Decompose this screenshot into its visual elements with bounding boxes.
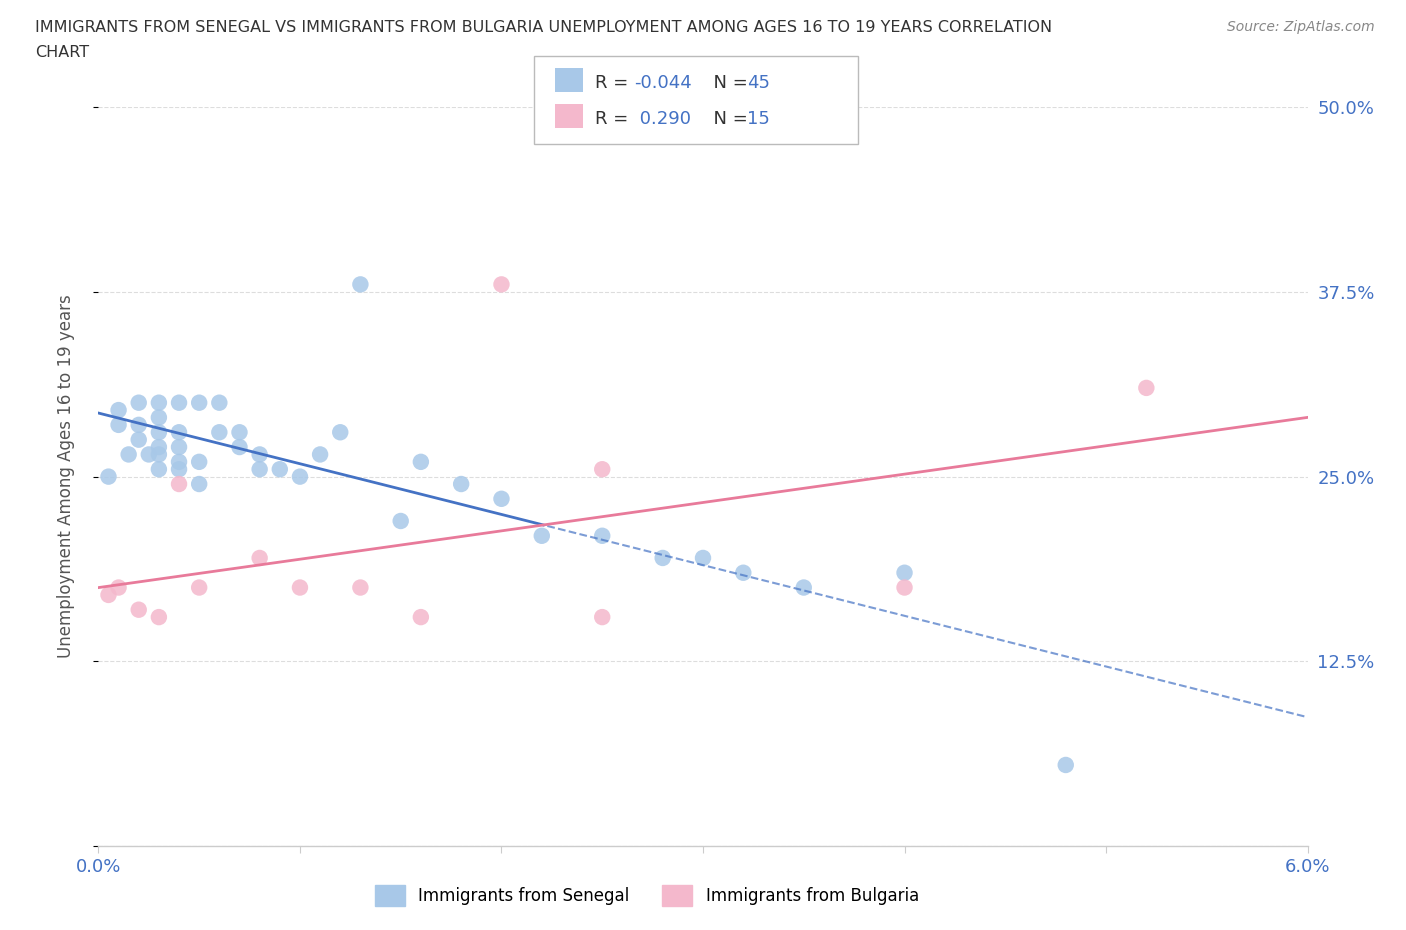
Point: [228, 425, 250, 440]
Point: [793, 580, 815, 595]
Point: [491, 491, 513, 506]
Point: [167, 455, 190, 470]
Text: R =: R =: [595, 110, 634, 128]
Point: [349, 580, 371, 595]
Text: IMMIGRANTS FROM SENEGAL VS IMMIGRANTS FROM BULGARIA UNEMPLOYMENT AMONG AGES 16 T: IMMIGRANTS FROM SENEGAL VS IMMIGRANTS FR…: [35, 20, 1052, 35]
Point: [1135, 380, 1157, 395]
Point: [148, 410, 170, 425]
Point: [249, 551, 271, 565]
Point: [148, 425, 170, 440]
Point: [148, 610, 170, 625]
Point: [107, 403, 129, 418]
Point: [208, 425, 231, 440]
Point: [409, 610, 432, 625]
Point: [128, 432, 150, 447]
Text: -0.044: -0.044: [634, 73, 692, 91]
Point: [409, 455, 432, 470]
Point: [188, 395, 211, 410]
Point: [491, 277, 513, 292]
Point: [249, 447, 271, 462]
Point: [692, 551, 714, 565]
Point: [249, 462, 271, 477]
Text: N =: N =: [702, 110, 754, 128]
Point: [167, 476, 190, 491]
Text: Source: ZipAtlas.com: Source: ZipAtlas.com: [1227, 20, 1375, 34]
Point: [128, 395, 150, 410]
Text: 0.290: 0.290: [634, 110, 692, 128]
Legend: Immigrants from Senegal, Immigrants from Bulgaria: Immigrants from Senegal, Immigrants from…: [368, 879, 925, 912]
Point: [269, 462, 291, 477]
Point: [97, 469, 120, 484]
Point: [228, 440, 250, 455]
Point: [309, 447, 332, 462]
Point: [107, 418, 129, 432]
Point: [288, 469, 311, 484]
Point: [167, 395, 190, 410]
Point: [591, 528, 613, 543]
Point: [128, 603, 150, 618]
Point: [148, 440, 170, 455]
Point: [148, 462, 170, 477]
Point: [167, 462, 190, 477]
Point: [1054, 758, 1077, 773]
Text: R =: R =: [595, 73, 634, 91]
Point: [733, 565, 755, 580]
Point: [591, 462, 613, 477]
Point: [893, 565, 915, 580]
Point: [138, 447, 160, 462]
Point: [349, 277, 371, 292]
Point: [651, 551, 673, 565]
Text: N =: N =: [702, 73, 754, 91]
Point: [893, 580, 915, 595]
Point: [208, 395, 231, 410]
Point: [450, 476, 472, 491]
Point: [591, 610, 613, 625]
Point: [128, 418, 150, 432]
Text: 15: 15: [747, 110, 769, 128]
Text: CHART: CHART: [35, 45, 89, 60]
Y-axis label: Unemployment Among Ages 16 to 19 years: Unemployment Among Ages 16 to 19 years: [56, 295, 75, 658]
Point: [118, 447, 141, 462]
Point: [329, 425, 352, 440]
Point: [188, 455, 211, 470]
Point: [167, 440, 190, 455]
Point: [148, 447, 170, 462]
Point: [107, 580, 129, 595]
Point: [288, 580, 311, 595]
Point: [530, 528, 553, 543]
Text: 45: 45: [747, 73, 769, 91]
Point: [389, 513, 412, 528]
Point: [97, 588, 120, 603]
Point: [167, 425, 190, 440]
Point: [188, 580, 211, 595]
Point: [188, 476, 211, 491]
Point: [148, 395, 170, 410]
